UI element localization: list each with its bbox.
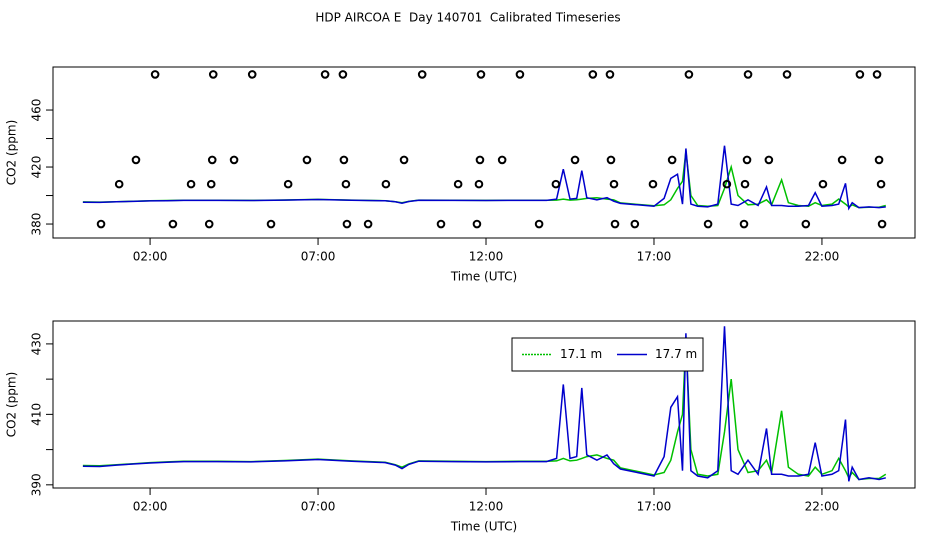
calibration-point	[363, 219, 373, 229]
calibration-point	[610, 219, 620, 229]
x-tick-label: 02:00	[133, 250, 168, 264]
x-tick-label: 07:00	[301, 250, 336, 264]
calibration-point	[474, 179, 484, 189]
calibration-point	[399, 155, 409, 165]
plot-frame	[52, 66, 916, 239]
calibration-point	[722, 179, 732, 189]
calibration-point	[302, 155, 312, 165]
calibration-point	[837, 155, 847, 165]
plot-frame	[52, 320, 916, 489]
calibration-point	[740, 179, 750, 189]
calibration-point	[515, 70, 525, 79]
calibration-point	[207, 155, 217, 165]
calibration-point	[648, 179, 658, 189]
calibration-point	[339, 155, 349, 165]
x-axis-label: Time (UTC)	[450, 270, 517, 284]
calibration-point	[417, 70, 427, 79]
calibration-point	[208, 70, 218, 79]
calibration-point	[320, 70, 330, 79]
y-axis-label: CO2 (ppm)	[5, 372, 19, 438]
calibration-point	[338, 70, 348, 79]
calibration-point	[551, 179, 561, 189]
calibration-point	[872, 70, 882, 79]
x-tick-label: 02:00	[133, 500, 168, 514]
legend-label: 17.7 m	[655, 347, 697, 361]
chart-title: HDP AIRCOA E Day 140701 Calibrated Times…	[315, 11, 620, 25]
calibration-point	[342, 219, 352, 229]
calibration-point	[168, 219, 178, 229]
calibration-point	[497, 155, 507, 165]
x-tick-label: 07:00	[301, 500, 336, 514]
calibration-point	[742, 155, 752, 165]
x-tick-label: 17:00	[637, 250, 672, 264]
calibration-point	[570, 155, 580, 165]
calibration-point	[476, 70, 486, 79]
calibration-point	[131, 155, 141, 165]
calibration-point	[186, 179, 196, 189]
series-line	[82, 145, 886, 211]
calibration-point	[381, 179, 391, 189]
calibration-point	[801, 219, 811, 229]
calibration-point	[877, 219, 887, 229]
calibration-point	[436, 219, 446, 229]
y-tick-label: 460	[30, 99, 44, 122]
calibration-point	[739, 219, 749, 229]
calibration-point	[150, 70, 160, 79]
series-line	[82, 340, 887, 481]
calibration-point	[283, 179, 293, 189]
x-tick-label: 22:00	[805, 500, 840, 514]
y-tick-label: 380	[30, 213, 44, 236]
calibration-point	[630, 219, 640, 229]
calibration-point	[475, 155, 485, 165]
calibration-point	[606, 155, 616, 165]
calibration-point	[703, 219, 713, 229]
y-tick-label: 430	[30, 332, 44, 355]
calibration-point	[605, 70, 615, 79]
calibration-point	[247, 70, 257, 79]
y-tick-label: 420	[30, 156, 44, 179]
calibration-point	[876, 179, 886, 189]
calibration-point	[743, 70, 753, 79]
calibration-point	[782, 70, 792, 79]
calibration-point	[874, 155, 884, 165]
calibration-point	[204, 219, 214, 229]
calibration-point	[855, 70, 865, 79]
legend-label: 17.1 m	[560, 347, 602, 361]
x-axis-label: Time (UTC)	[450, 520, 517, 534]
calibration-point	[114, 179, 124, 189]
calibration-point	[206, 179, 216, 189]
y-tick-label: 390	[30, 473, 44, 496]
calibration-point	[667, 155, 677, 165]
x-tick-label: 17:00	[637, 500, 672, 514]
series-line	[82, 326, 886, 482]
calibration-point	[341, 179, 351, 189]
calibration-point	[96, 219, 106, 229]
x-tick-label: 12:00	[469, 500, 504, 514]
calibration-point	[818, 179, 828, 189]
calibration-point	[453, 179, 463, 189]
y-axis-label: CO2 (ppm)	[5, 120, 19, 186]
calibration-point	[229, 155, 239, 165]
x-tick-label: 22:00	[805, 250, 840, 264]
calibration-point	[266, 219, 276, 229]
calibration-point	[684, 70, 694, 79]
x-tick-label: 12:00	[469, 250, 504, 264]
calibration-point	[764, 155, 774, 165]
calibration-point	[472, 219, 482, 229]
calibration-point	[534, 219, 544, 229]
y-tick-label: 410	[30, 403, 44, 426]
calibration-point	[609, 179, 619, 189]
calibration-point	[588, 70, 598, 79]
